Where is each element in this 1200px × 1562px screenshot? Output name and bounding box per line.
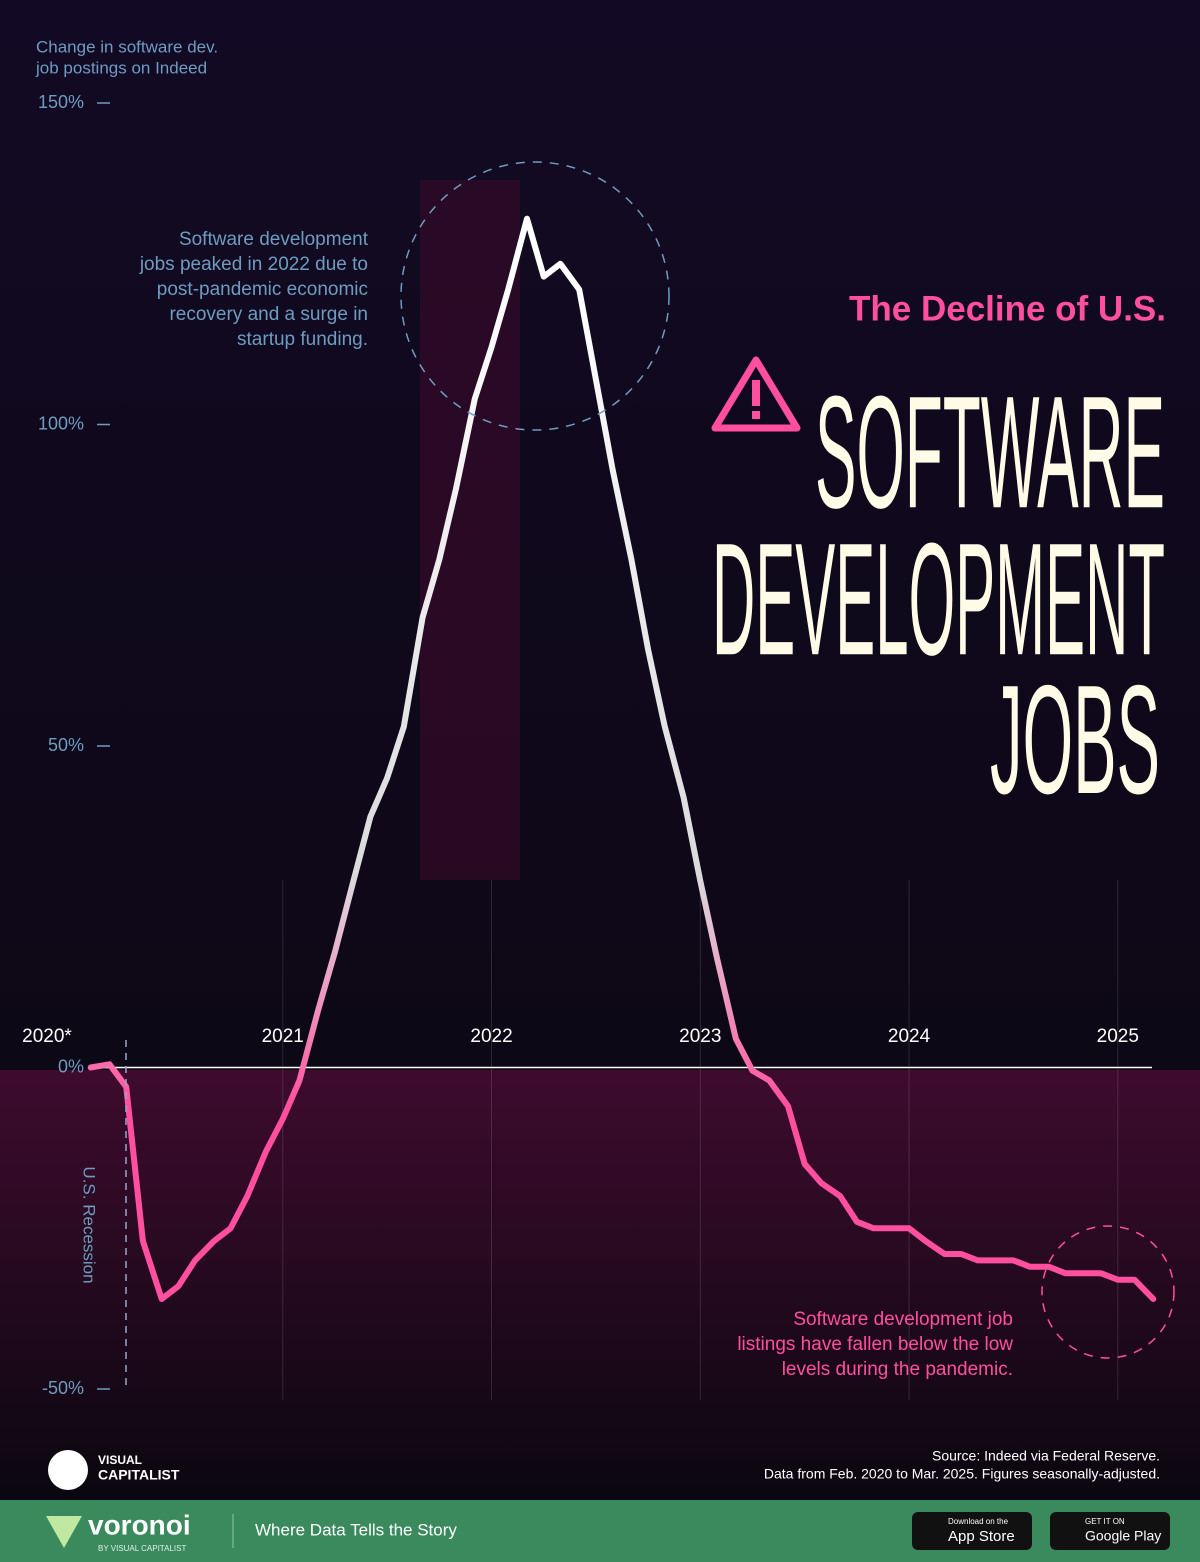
annotation-line: recovery and a surge in — [169, 304, 368, 325]
google-play-text: Google Play — [1085, 1528, 1161, 1544]
title-line: SOFTWARE — [815, 362, 1165, 541]
annotation-line: Software development — [179, 229, 369, 250]
logo: VISUAL CAPITALIST — [48, 1450, 180, 1490]
x-tick-label: 2020* — [22, 1026, 72, 1047]
annotation-line: levels during the pandemic. — [782, 1359, 1013, 1380]
title-line: JOBS — [990, 653, 1160, 826]
x-tick-label: 2023 — [679, 1026, 721, 1047]
series-line — [87, 215, 1157, 1302]
source-line: Source: Indeed via Federal Reserve. — [932, 1448, 1160, 1464]
x-tick-label: 2022 — [470, 1026, 512, 1047]
y-tick-label: 150% — [38, 92, 84, 112]
app-store-small: Download on the — [948, 1517, 1009, 1526]
y-axis-title-line: job postings on Indeed — [35, 58, 207, 77]
voronoi-icon — [46, 1516, 82, 1548]
subtitle: The Decline of U.S. — [849, 289, 1166, 328]
annotation-line: Software development job — [793, 1309, 1013, 1330]
y-tick-label: -50% — [42, 1378, 84, 1398]
annotation-line: listings have fallen below the low — [737, 1334, 1013, 1355]
source-line: Data from Feb. 2020 to Mar. 2025. Figure… — [764, 1466, 1160, 1482]
logo-text: VISUAL — [98, 1453, 142, 1467]
low-circle — [1041, 1225, 1175, 1359]
footer-by: BY VISUAL CAPITALIST — [98, 1544, 186, 1553]
title-line: DEVELOPMENT — [712, 509, 1165, 688]
y-axis-title-line: Change in software dev. — [36, 37, 218, 56]
x-tick-label: 2024 — [888, 1026, 931, 1047]
google-play-button[interactable] — [1050, 1512, 1170, 1550]
google-play-small: GET IT ON — [1085, 1517, 1125, 1526]
y-tick-label: 50% — [48, 735, 84, 755]
source: Source: Indeed via Federal Reserve. Data … — [764, 1448, 1160, 1482]
plot: 150% 100% 50% 0% -50% 2020* 2021 2022 2023 2024 20… — [22, 92, 1157, 1400]
tagline: Where Data Tells the Story — [255, 1520, 457, 1539]
x-tick-label: 2021 — [262, 1026, 304, 1047]
app-store-text: App Store — [948, 1528, 1015, 1545]
footer-brand: voronoi — [88, 1509, 191, 1540]
warning-icon — [711, 356, 801, 432]
y-tick-label: 100% — [38, 413, 84, 433]
y-axis-title: Change in software dev. job postings on I… — [35, 37, 218, 77]
annotation-line: post-pandemic economic — [157, 279, 368, 300]
x-tick-label: 2025 — [1097, 1026, 1139, 1047]
annotation-line: startup funding. — [237, 329, 368, 350]
y-tick-label: 0% — [58, 1056, 84, 1076]
logo-text: CAPITALIST — [98, 1467, 180, 1483]
annotations: Software development jobs peaked in 2022 … — [139, 229, 1013, 1380]
annotation-line: jobs peaked in 2022 due to — [139, 254, 368, 275]
peak-circle — [400, 161, 670, 431]
negative-region — [0, 1070, 1200, 1490]
app-store-button[interactable] — [912, 1512, 1032, 1550]
background-decor — [420, 180, 520, 880]
recession-label: U.S. Recession — [80, 1166, 99, 1283]
